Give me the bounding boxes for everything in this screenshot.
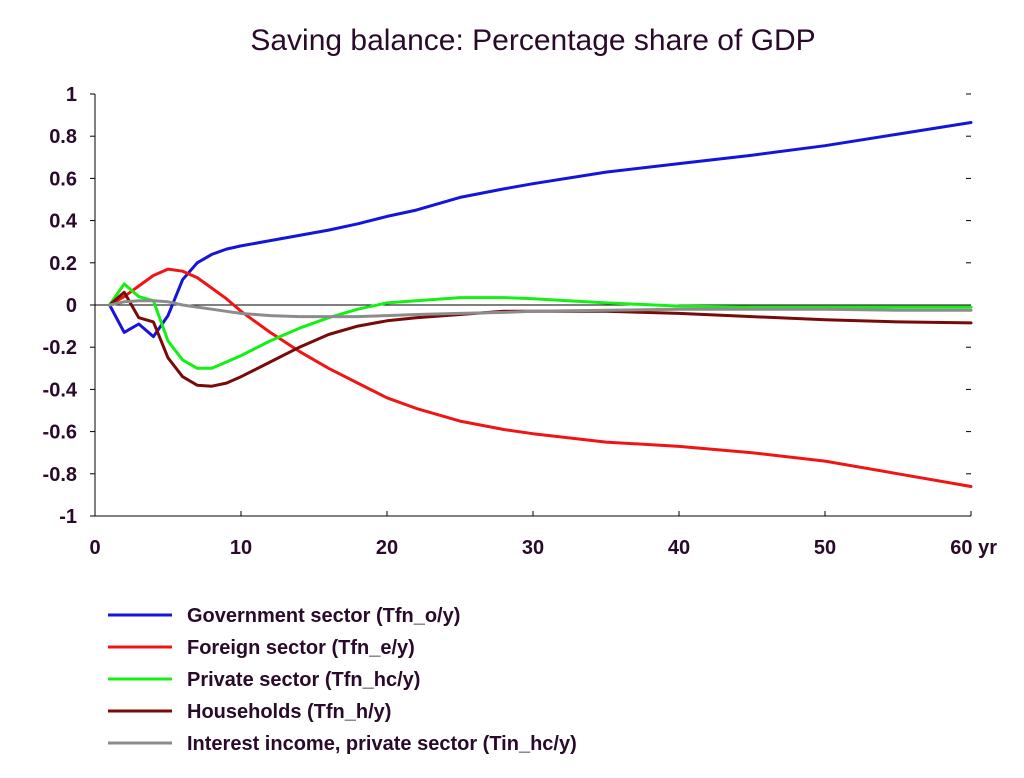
legend-label: Households (Tfn_h/y) bbox=[187, 701, 391, 723]
y-tick-label: 0.6 bbox=[49, 168, 77, 190]
x-tick-label: 40 bbox=[668, 537, 690, 559]
plot-area bbox=[95, 121, 973, 488]
y-tick-label: 0.2 bbox=[49, 253, 77, 275]
series-line-interest-income-private-sector-tin-hc-y bbox=[108, 299, 973, 319]
y-tick-label: 1 bbox=[66, 84, 77, 106]
legend-label: Foreign sector (Tfn_e/y) bbox=[187, 637, 415, 659]
legend-label: Private sector (Tfn_hc/y) bbox=[187, 669, 420, 691]
y-tick-label: -1 bbox=[59, 506, 77, 528]
y-tick-label: 0.4 bbox=[49, 211, 78, 233]
series-line-government-sector-tfn-o-y bbox=[108, 121, 973, 339]
legend: Government sector (Tfn_o/y) Foreign secto… bbox=[108, 605, 577, 755]
x-tick-label: 30 bbox=[522, 537, 544, 559]
x-tick-label: 0 bbox=[89, 537, 100, 559]
series-line-households-tfn-h-y bbox=[108, 290, 973, 388]
chart-title: Saving balance: Percentage share of GDP bbox=[250, 24, 815, 57]
y-tick-label: -0.6 bbox=[43, 422, 77, 444]
series-line-private-sector-tfn-hc-y bbox=[108, 282, 973, 370]
x-tick-label: 50 bbox=[814, 537, 836, 559]
x-tick-label: 20 bbox=[376, 537, 398, 559]
y-tick-label: -0.4 bbox=[43, 379, 78, 401]
x-tick-label: 60 yr bbox=[950, 537, 997, 559]
y-tick-label: -0.8 bbox=[43, 464, 77, 486]
x-tick-label: 10 bbox=[230, 537, 252, 559]
legend-label: Interest income, private sector (Tin_hc/… bbox=[187, 733, 577, 755]
y-tick-label: 0.8 bbox=[49, 126, 77, 148]
y-tick-label: -0.2 bbox=[43, 337, 77, 359]
series-line-foreign-sector-tfn-e-y bbox=[108, 267, 973, 488]
y-tick-label: 0 bbox=[66, 295, 77, 317]
axes: 1 0.8 0.6 0.4 0.2 0 -0.2 -0.4 -0.6 -0.8 -1 0 10 20 30 4… bbox=[43, 84, 998, 559]
legend-label: Government sector (Tfn_o/y) bbox=[187, 605, 460, 627]
